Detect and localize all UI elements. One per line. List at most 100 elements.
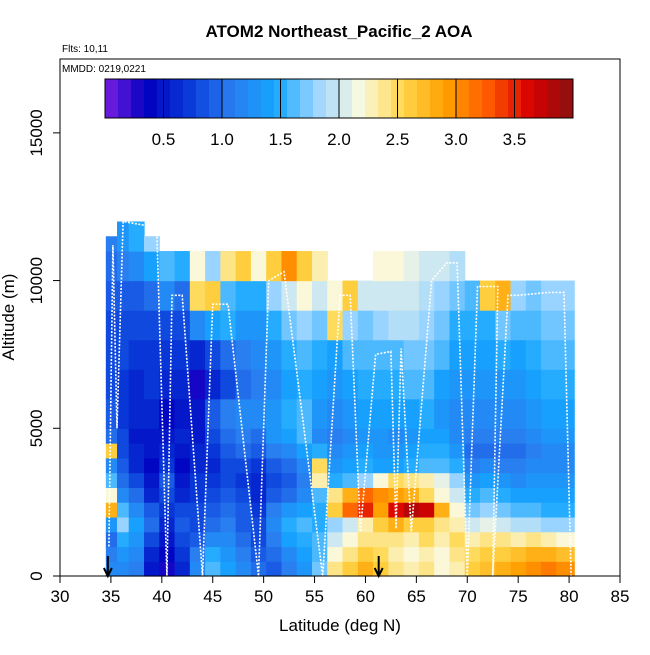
heatmap-cell [357, 398, 374, 429]
heatmap-cell [235, 369, 252, 400]
heatmap-cell [556, 310, 575, 341]
heatmap-cell [388, 531, 405, 548]
heatmap-cell [220, 487, 237, 503]
heatmap-cell [342, 369, 359, 400]
colorbar-swatch [560, 79, 574, 118]
heatmap-cell [312, 487, 328, 503]
heatmap-cell [128, 472, 145, 488]
heatmap-cell [174, 472, 191, 488]
heatmap-cell [373, 339, 389, 370]
heatmap-cell [105, 487, 118, 503]
heatmap-cell [117, 457, 130, 474]
heatmap-cell [510, 472, 527, 488]
heatmap-cell [510, 561, 527, 577]
heatmap-cell [525, 472, 542, 488]
heatmap-cell [117, 443, 130, 459]
heatmap-cell [220, 369, 237, 400]
heatmap-cell [541, 472, 557, 488]
colorbar-tick-label: 1.5 [269, 130, 293, 149]
heatmap-cell [480, 516, 496, 533]
heatmap-cell [128, 516, 145, 533]
heatmap-cell [235, 398, 252, 429]
heatmap-cell [144, 561, 160, 577]
heatmap-cell [449, 502, 466, 518]
heatmap-cell [281, 561, 298, 577]
heatmap-cell [388, 546, 405, 562]
colorbar-swatch [547, 79, 561, 118]
flight-track [108, 220, 572, 577]
heatmap-cell [281, 443, 298, 459]
heatmap-cell [266, 443, 283, 459]
heatmap-cell [105, 251, 118, 282]
heatmap-cell [373, 516, 389, 533]
heatmap-cell [250, 502, 267, 518]
heatmap-cell [464, 428, 481, 444]
heatmap-cell [434, 339, 451, 370]
heatmap-cell [495, 443, 512, 459]
heatmap-cell [159, 516, 176, 533]
heatmap-cell [250, 251, 267, 282]
heatmap-cell [105, 472, 118, 488]
heatmap-cell [541, 516, 557, 533]
heatmap-cell [556, 398, 575, 429]
colorbar-swatch [521, 79, 535, 118]
heatmap-cell [373, 531, 389, 548]
heatmap-cell [418, 310, 435, 341]
heatmap-cell [189, 487, 206, 503]
heatmap-cell [434, 531, 451, 548]
heatmap-cell [189, 398, 206, 429]
heatmap-cell [373, 502, 389, 518]
colorbar-tick-label: 3.0 [444, 130, 468, 149]
heatmap-cell [510, 531, 527, 548]
heatmap-cell [266, 339, 283, 370]
heatmap-cell [464, 516, 481, 533]
heatmap-cells [105, 221, 575, 577]
heatmap-cell [434, 561, 451, 577]
heatmap-cell [541, 339, 557, 370]
heatmap-cell [117, 339, 130, 370]
heatmap-cell [495, 310, 512, 341]
colorbar-swatch [196, 79, 210, 118]
heatmap-cell [373, 472, 389, 488]
heatmap-cell [418, 428, 435, 444]
heatmap-cell [250, 472, 267, 488]
heatmap-cell [266, 428, 283, 444]
colorbar-swatch [326, 79, 340, 118]
heatmap-cell [510, 546, 527, 562]
heatmap-cell [388, 472, 405, 488]
x-axis: 30 35 40 45 50 55 60 65 70 75 80 85 [51, 576, 629, 606]
heatmap-cell [510, 516, 527, 533]
heatmap-cell [327, 516, 344, 533]
heatmap-cell [556, 487, 575, 503]
heatmap-cell [235, 457, 252, 474]
heatmap-cell [174, 443, 191, 459]
heatmap-cell [541, 398, 557, 429]
colorbar-swatch [105, 79, 119, 118]
heatmap-cell [525, 457, 542, 474]
colorbar-swatch [430, 79, 444, 118]
colorbar-tick-label: 0.5 [152, 130, 176, 149]
heatmap-cell [403, 280, 420, 311]
heatmap-cell [525, 428, 542, 444]
heatmap-cell [418, 487, 435, 503]
heatmap-cell [189, 339, 206, 370]
heatmap-cell [418, 369, 435, 400]
heatmap-cell [250, 516, 267, 533]
x-tick-label: 65 [407, 587, 426, 606]
heatmap-cell [250, 457, 267, 474]
heatmap-cell [220, 428, 237, 444]
heatmap-cell [357, 457, 374, 474]
heatmap-cell [449, 428, 466, 444]
heatmap-cell [281, 310, 298, 341]
heatmap-cell [174, 310, 191, 341]
heatmap-cell [235, 443, 252, 459]
heatmap-cell [128, 457, 145, 474]
heatmap-cell [174, 428, 191, 444]
heatmap-cell [312, 428, 328, 444]
heatmap-cell [525, 280, 542, 311]
heatmap-cell [189, 280, 206, 311]
heatmap-cell [480, 443, 496, 459]
heatmap-cell [403, 516, 420, 533]
heatmap-cell [281, 457, 298, 474]
heatmap-cell [117, 502, 130, 518]
